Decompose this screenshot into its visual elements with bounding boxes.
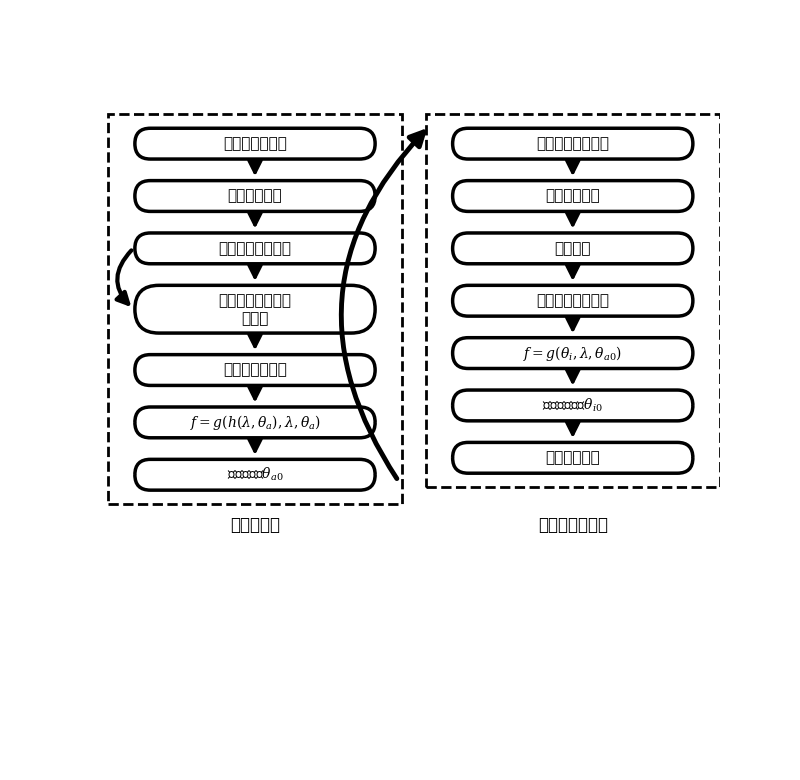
FancyBboxPatch shape <box>135 285 375 333</box>
Text: 固定入射光束角度: 固定入射光束角度 <box>536 136 610 151</box>
FancyBboxPatch shape <box>135 355 375 385</box>
Text: 求光矢量角度$\theta_{i0}$: 求光矢量角度$\theta_{i0}$ <box>542 397 603 414</box>
Text: 求解离轴角: 求解离轴角 <box>230 516 280 534</box>
Text: 扫描频率: 扫描频率 <box>554 241 591 256</box>
FancyArrowPatch shape <box>117 250 131 303</box>
Text: 选取最低频率值: 选取最低频率值 <box>223 363 287 378</box>
Text: 记录波长和频率值: 记录波长和频率值 <box>536 293 610 308</box>
Bar <box>426 115 720 487</box>
FancyBboxPatch shape <box>453 128 693 159</box>
Text: 扫描频率使衍射光
强最大: 扫描频率使衍射光 强最大 <box>218 292 291 326</box>
Text: 求解离轴角$\theta_{a0}$: 求解离轴角$\theta_{a0}$ <box>226 466 283 484</box>
Text: 调整光路部分: 调整光路部分 <box>228 189 282 204</box>
Text: 求光矢量入射角: 求光矢量入射角 <box>538 516 608 534</box>
FancyBboxPatch shape <box>453 233 693 264</box>
FancyBboxPatch shape <box>453 338 693 368</box>
Text: 改变入射光束角度: 改变入射光束角度 <box>218 241 291 256</box>
FancyBboxPatch shape <box>453 181 693 211</box>
Text: $f=g(\theta_i,\lambda,\theta_{a0})$: $f=g(\theta_i,\lambda,\theta_{a0})$ <box>523 343 622 363</box>
Text: 调整光路部分: 调整光路部分 <box>546 189 600 204</box>
Text: 调谐关系确立: 调谐关系确立 <box>546 450 600 466</box>
FancyBboxPatch shape <box>135 181 375 211</box>
Bar <box>108 115 402 504</box>
FancyBboxPatch shape <box>453 285 693 316</box>
FancyBboxPatch shape <box>135 459 375 490</box>
FancyBboxPatch shape <box>135 407 375 438</box>
FancyBboxPatch shape <box>135 233 375 264</box>
FancyBboxPatch shape <box>135 128 375 159</box>
FancyArrowPatch shape <box>342 132 424 479</box>
Text: 单色仪出射波长: 单色仪出射波长 <box>223 136 287 151</box>
FancyBboxPatch shape <box>453 442 693 473</box>
Text: $f=g(h(\lambda,\theta_a),\lambda,\theta_a)$: $f=g(h(\lambda,\theta_a),\lambda,\theta_… <box>190 413 321 432</box>
FancyBboxPatch shape <box>453 390 693 421</box>
